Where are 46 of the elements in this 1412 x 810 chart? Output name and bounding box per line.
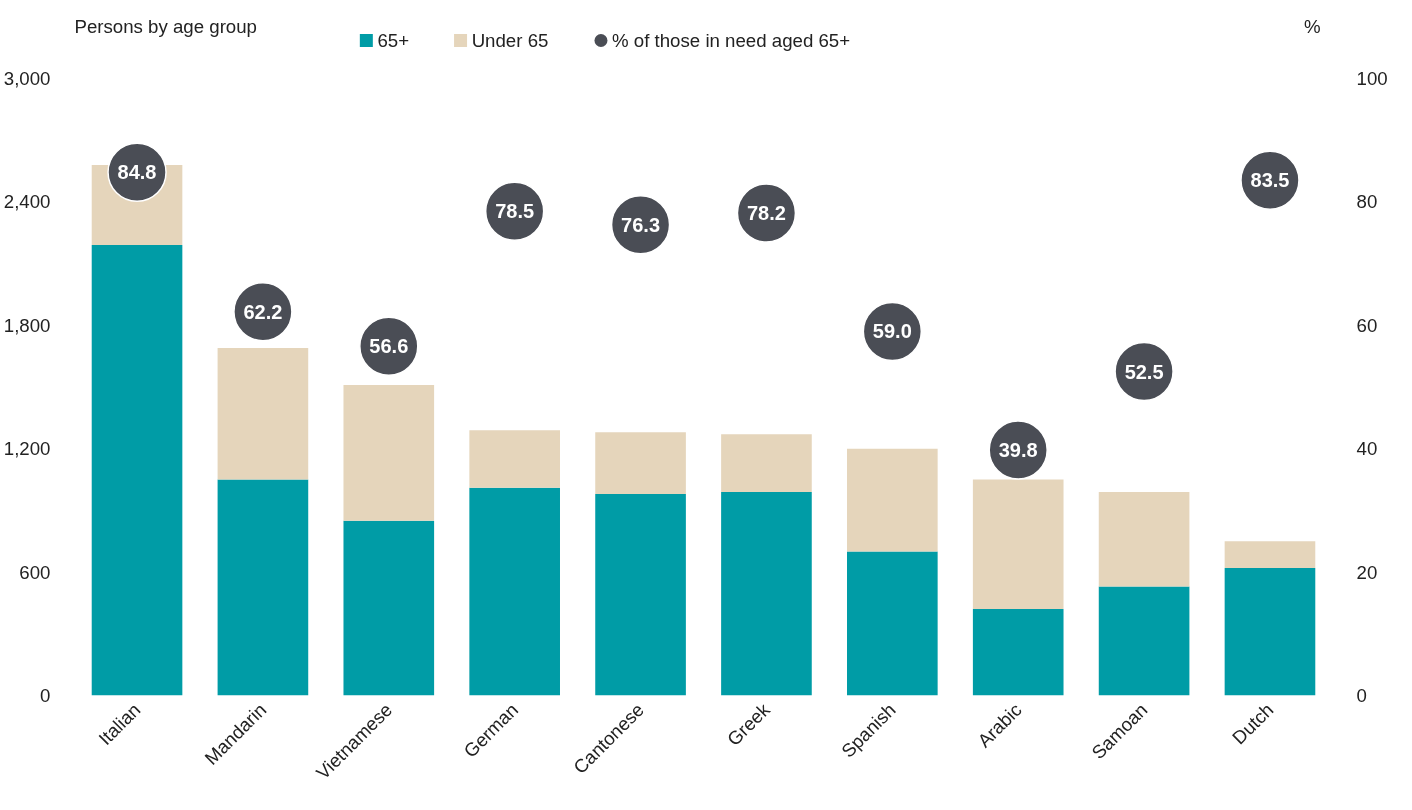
data-label: 84.8 <box>117 161 157 184</box>
y-axis-title: Persons by age group <box>74 15 257 37</box>
y2-tick-label: 60 <box>1356 314 1378 336</box>
y-tick-label: 2,400 <box>3 191 51 213</box>
data-label: 78.2 <box>746 202 786 225</box>
data-label: 39.8 <box>998 438 1038 461</box>
bar <box>847 448 938 552</box>
bar <box>595 432 686 494</box>
y-tick-label: 3,000 <box>3 68 51 89</box>
bar <box>847 551 938 696</box>
bar <box>217 479 309 696</box>
data-label: 62.2 <box>243 300 283 323</box>
y2-tick-label: 80 <box>1356 191 1378 213</box>
bar <box>1098 491 1190 587</box>
y2-tick-label: 20 <box>1356 561 1378 583</box>
data-label: 56.6 <box>369 335 409 358</box>
bar <box>721 434 812 492</box>
bar <box>1224 541 1316 568</box>
bar <box>469 430 560 488</box>
y2-tick-label: 100 <box>1356 68 1388 89</box>
y2-tick-label: 0 <box>1356 685 1367 706</box>
y-tick-label: 1,200 <box>3 438 51 460</box>
bar <box>595 493 686 696</box>
bar <box>721 491 812 696</box>
bar <box>1224 567 1316 696</box>
bar <box>343 520 435 696</box>
data-label: 52.5 <box>1124 360 1164 383</box>
bar <box>972 479 1064 610</box>
y-tick-label: 1,800 <box>3 314 51 336</box>
y-tick-label: 0 <box>40 685 51 706</box>
legend-label: 65+ <box>377 30 410 51</box>
bar <box>972 609 1064 696</box>
bar <box>469 487 560 696</box>
legend-label: Under 65 <box>471 30 549 51</box>
data-label: 78.5 <box>495 200 535 223</box>
bar <box>91 245 183 696</box>
data-label: 59.0 <box>872 320 912 343</box>
legend-label: % of those in need aged 65+ <box>612 30 851 51</box>
bar <box>217 347 309 480</box>
data-label: 83.5 <box>1250 169 1290 192</box>
data-label: 76.3 <box>621 213 661 236</box>
y2-tick-label: 40 <box>1356 438 1378 460</box>
y-tick-label: 600 <box>19 561 51 583</box>
bar <box>343 384 435 521</box>
bar <box>1098 586 1190 696</box>
y2-axis-title: % <box>1303 15 1321 37</box>
